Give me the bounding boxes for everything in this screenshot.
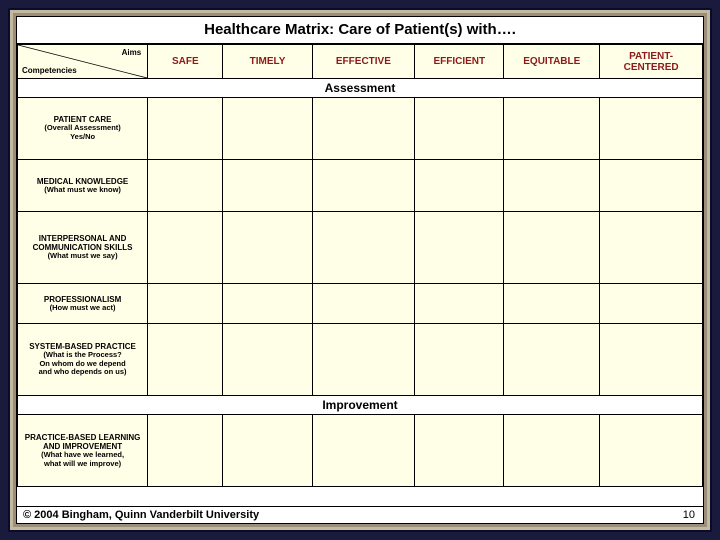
matrix-table: Aims Competencies SAFETIMELYEFFECTIVEEFFIC… bbox=[17, 44, 703, 487]
col-header-1: TIMELY bbox=[223, 45, 312, 79]
col-header-0: SAFE bbox=[148, 45, 223, 79]
cell bbox=[223, 160, 312, 212]
table-row: SYSTEM-BASED PRACTICE(What is the Proces… bbox=[18, 324, 703, 396]
cell bbox=[223, 324, 312, 396]
cell bbox=[504, 284, 600, 324]
cell bbox=[415, 324, 504, 396]
cell bbox=[600, 212, 703, 284]
col-header-4: EQUITABLE bbox=[504, 45, 600, 79]
cell bbox=[148, 284, 223, 324]
page-title: Healthcare Matrix: Care of Patient(s) wi… bbox=[17, 17, 703, 44]
cell bbox=[223, 212, 312, 284]
cell bbox=[600, 284, 703, 324]
cell bbox=[312, 160, 415, 212]
cell bbox=[223, 415, 312, 487]
cell bbox=[223, 284, 312, 324]
cell bbox=[148, 98, 223, 160]
table-row: PRACTICE-BASED LEARNING AND IMPROVEMENT(… bbox=[18, 415, 703, 487]
cell bbox=[504, 98, 600, 160]
cell bbox=[148, 324, 223, 396]
copyright: © 2004 Bingham, Quinn Vanderbilt Univers… bbox=[23, 509, 259, 521]
cell bbox=[415, 284, 504, 324]
table-row: INTERPERSONAL AND COMMUNICATION SKILLS(W… bbox=[18, 212, 703, 284]
cell bbox=[312, 212, 415, 284]
cell bbox=[415, 415, 504, 487]
cell bbox=[600, 160, 703, 212]
cell bbox=[312, 324, 415, 396]
corner-cell: Aims Competencies bbox=[18, 45, 148, 79]
section-improvement-label: Improvement bbox=[18, 396, 703, 415]
assessment-row-head-2: INTERPERSONAL AND COMMUNICATION SKILLS(W… bbox=[18, 212, 148, 284]
cell bbox=[223, 98, 312, 160]
assessment-row-head-4: SYSTEM-BASED PRACTICE(What is the Proces… bbox=[18, 324, 148, 396]
corner-aims: Aims bbox=[122, 48, 142, 57]
col-header-3: EFFICIENT bbox=[415, 45, 504, 79]
table-row: PROFESSIONALISM(How must we act) bbox=[18, 284, 703, 324]
improvement-row-head-0: PRACTICE-BASED LEARNING AND IMPROVEMENT(… bbox=[18, 415, 148, 487]
corner-competencies: Competencies bbox=[22, 66, 77, 75]
cell bbox=[415, 212, 504, 284]
cell bbox=[504, 324, 600, 396]
cell bbox=[504, 160, 600, 212]
matrix-table-wrap: Aims Competencies SAFETIMELYEFFECTIVEEFFIC… bbox=[17, 44, 703, 506]
cell bbox=[148, 415, 223, 487]
slide-frame: Healthcare Matrix: Care of Patient(s) wi… bbox=[8, 8, 712, 532]
table-row: PATIENT CARE(Overall Assessment)Yes/No bbox=[18, 98, 703, 160]
cell bbox=[312, 415, 415, 487]
col-header-5: PATIENT-CENTERED bbox=[600, 45, 703, 79]
cell bbox=[312, 98, 415, 160]
cell bbox=[148, 212, 223, 284]
cell bbox=[415, 160, 504, 212]
page-number: 10 bbox=[683, 509, 695, 521]
cell bbox=[600, 415, 703, 487]
slide-inner: Healthcare Matrix: Care of Patient(s) wi… bbox=[16, 16, 704, 524]
footer: © 2004 Bingham, Quinn Vanderbilt Univers… bbox=[17, 506, 703, 523]
cell bbox=[504, 415, 600, 487]
assessment-row-head-0: PATIENT CARE(Overall Assessment)Yes/No bbox=[18, 98, 148, 160]
section-assessment-label: Assessment bbox=[18, 79, 703, 98]
col-header-2: EFFECTIVE bbox=[312, 45, 415, 79]
cell bbox=[600, 324, 703, 396]
table-row: MEDICAL KNOWLEDGE(What must we know) bbox=[18, 160, 703, 212]
assessment-row-head-3: PROFESSIONALISM(How must we act) bbox=[18, 284, 148, 324]
cell bbox=[600, 98, 703, 160]
section-assessment: Assessment bbox=[18, 79, 703, 98]
cell bbox=[415, 98, 504, 160]
header-row: Aims Competencies SAFETIMELYEFFECTIVEEFFIC… bbox=[18, 45, 703, 79]
section-improvement: Improvement bbox=[18, 396, 703, 415]
cell bbox=[148, 160, 223, 212]
cell bbox=[312, 284, 415, 324]
assessment-row-head-1: MEDICAL KNOWLEDGE(What must we know) bbox=[18, 160, 148, 212]
cell bbox=[504, 212, 600, 284]
